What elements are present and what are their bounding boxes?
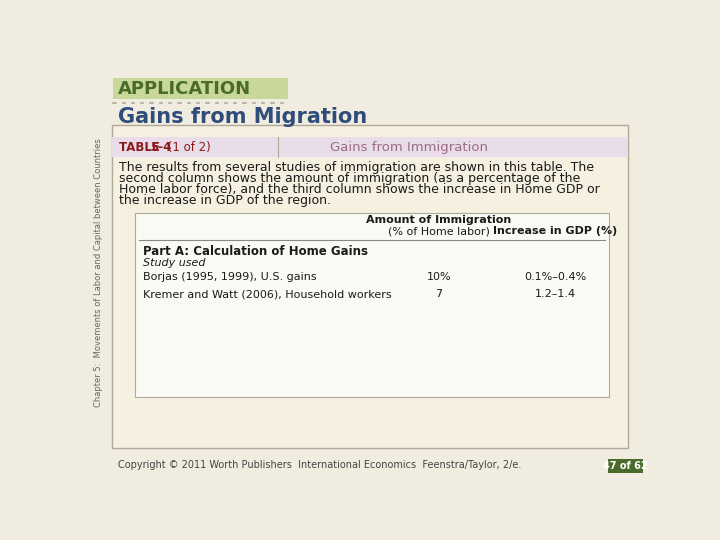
Text: APPLICATION: APPLICATION [118,80,251,98]
FancyBboxPatch shape [135,213,609,397]
Text: (% of Home labor): (% of Home labor) [388,226,490,236]
Text: Chapter 5:  Movements of Labor and Capital between Countries: Chapter 5: Movements of Labor and Capita… [94,138,103,407]
Text: Increase in GDP (%): Increase in GDP (%) [493,226,617,236]
Text: TABLE: TABLE [120,141,164,154]
Text: Gains from Migration: Gains from Migration [118,107,367,127]
Text: 7: 7 [435,289,442,299]
Text: 1.2–1.4: 1.2–1.4 [534,289,575,299]
Text: 10%: 10% [426,272,451,282]
FancyBboxPatch shape [113,78,287,99]
Text: Copyright © 2011 Worth Publishers  International Economics  Feenstra/Taylor, 2/e: Copyright © 2011 Worth Publishers Intern… [118,460,521,470]
Text: Borjas (1995, 1999), U.S. gains: Borjas (1995, 1999), U.S. gains [143,272,316,282]
Text: Kremer and Watt (2006), Household workers: Kremer and Watt (2006), Household worker… [143,289,392,299]
Text: the increase in GDP of the region.: the increase in GDP of the region. [120,194,331,207]
Text: Part A: Calculation of Home Gains: Part A: Calculation of Home Gains [143,245,368,258]
Text: (1 of 2): (1 of 2) [164,141,211,154]
Text: Amount of Immigration: Amount of Immigration [366,215,511,225]
FancyBboxPatch shape [608,459,644,473]
Text: 47 of 62: 47 of 62 [603,461,648,471]
Text: Gains from Immigration: Gains from Immigration [330,141,488,154]
Text: The results from several studies of immigration are shown in this table. The: The results from several studies of immi… [120,161,595,174]
FancyBboxPatch shape [112,137,628,157]
Text: 0.1%–0.4%: 0.1%–0.4% [524,272,586,282]
Text: second column shows the amount of immigration (as a percentage of the: second column shows the amount of immigr… [120,172,581,185]
FancyBboxPatch shape [112,125,628,448]
Text: 5-4: 5-4 [150,141,172,154]
Text: Home labor force), and the third column shows the increase in Home GDP or: Home labor force), and the third column … [120,183,600,196]
Text: Study used: Study used [143,259,205,268]
